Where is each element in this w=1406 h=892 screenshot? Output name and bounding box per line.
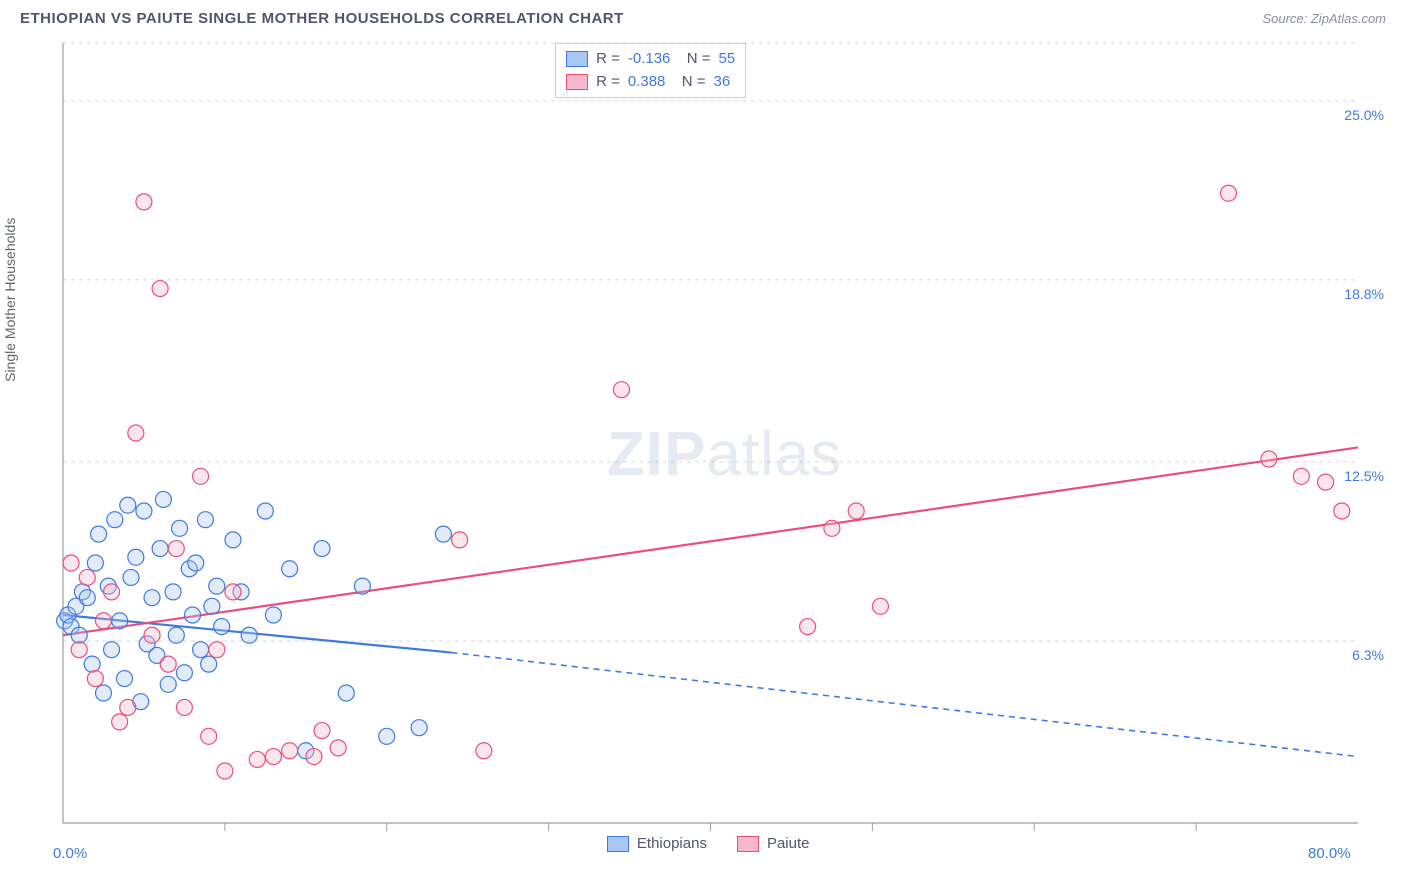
legend-item: Paiute	[737, 835, 810, 852]
y-tick-label: 12.5%	[1344, 468, 1384, 484]
y-tick-label: 6.3%	[1352, 647, 1384, 663]
legend-item: Ethiopians	[607, 835, 707, 852]
legend-row: R = -0.136 N = 55	[566, 48, 735, 71]
source-label: Source: ZipAtlas.com	[1262, 11, 1386, 26]
y-axis-label: Single Mother Households	[2, 217, 18, 381]
x-axis-end-label: 80.0%	[1308, 845, 1351, 862]
y-tick-label: 25.0%	[1344, 107, 1384, 123]
series-legend: Ethiopians Paiute	[607, 835, 810, 852]
x-axis-start-label: 0.0%	[53, 845, 87, 862]
scatter-chart	[18, 33, 1358, 873]
correlation-legend: R = -0.136 N = 55R = 0.388 N = 36	[555, 43, 746, 98]
chart-title: ETHIOPIAN VS PAIUTE SINGLE MOTHER HOUSEH…	[20, 10, 624, 27]
y-tick-label: 18.8%	[1344, 286, 1384, 302]
chart-container: Single Mother Households R = -0.136 N = …	[18, 33, 1388, 878]
legend-row: R = 0.388 N = 36	[566, 71, 735, 94]
